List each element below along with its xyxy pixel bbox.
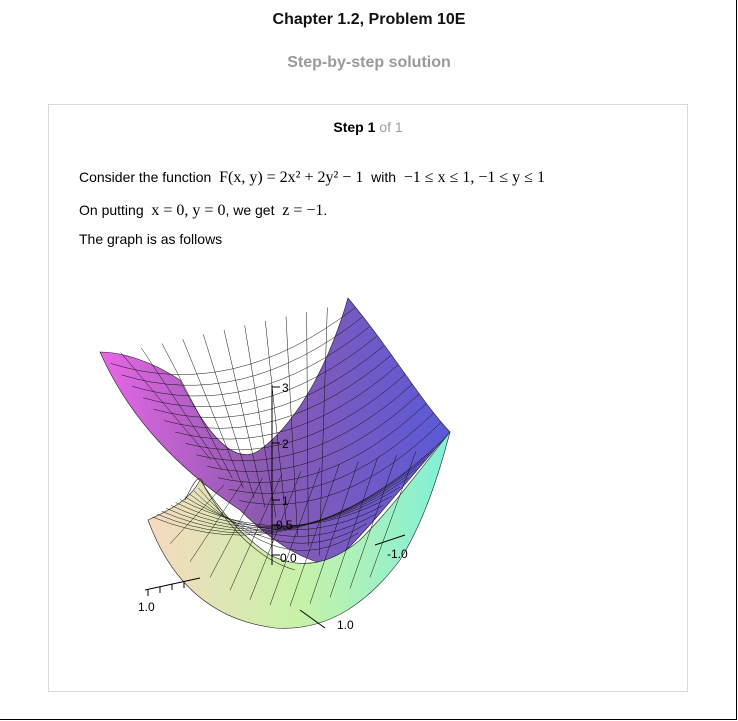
z-tick-2: 2 [282, 437, 289, 451]
mesh-line [306, 311, 309, 546]
mesh-line [223, 329, 266, 508]
mesh-line [349, 454, 397, 589]
mesh-line [285, 316, 298, 537]
function-line: Consider the function F(x, y) = 2x² + 2y… [79, 169, 545, 187]
y-axis-right [374, 534, 406, 546]
mesh-line [179, 495, 392, 527]
z-tick-1: 1 [282, 494, 289, 508]
surface-front-edge [184, 478, 296, 571]
mesh-line [369, 451, 417, 578]
domain-formula: −1 ≤ x ≤ 1, −1 ≤ y ≤ 1 [403, 169, 545, 186]
surface-back [99, 297, 451, 566]
mesh-line [318, 307, 328, 556]
mesh-line [309, 461, 359, 604]
mesh-line [175, 486, 401, 527]
substitution-intro: On putting [79, 202, 144, 218]
mesh-line [153, 345, 384, 418]
substitution-line: On putting x = 0, y = 0, we get z = −1. [79, 202, 327, 220]
mesh-line [152, 440, 442, 536]
y-axis-bottom [299, 609, 326, 629]
mesh-line [198, 487, 359, 551]
mesh-line [239, 422, 442, 505]
mesh-line [265, 320, 287, 527]
step-count: of 1 [379, 119, 403, 135]
mesh-line [244, 325, 277, 518]
x-axis-label-bottom: 1.0 [337, 618, 354, 632]
z-tick-3: 3 [282, 381, 289, 395]
mesh-line [169, 484, 225, 545]
mesh-line [193, 490, 367, 544]
page-subtitle: Step-by-step solution [287, 54, 451, 71]
mesh-line [196, 383, 413, 461]
x-axis-ticks [147, 582, 185, 596]
mesh-line [161, 459, 426, 532]
mesh-line [217, 403, 427, 483]
substitution-middle: , we get [225, 202, 275, 218]
mesh-line [289, 464, 340, 607]
substitution-formula: x = 0, y = 0 [151, 202, 226, 219]
mesh-line [229, 474, 282, 591]
mesh-line [141, 347, 222, 470]
surface-front [147, 431, 451, 629]
x-axis-label-left: 1.0 [138, 600, 155, 614]
mesh-line [207, 393, 420, 472]
mesh-line [161, 343, 233, 479]
mesh-line [166, 468, 417, 530]
mesh-line [203, 334, 255, 498]
mesh-line [185, 374, 406, 451]
function-formula: F(x, y) = 2x² + 2y² − 1 [219, 169, 364, 186]
step-number: 1 [367, 119, 376, 135]
z-axis-ticks [272, 386, 280, 556]
mesh-line [174, 364, 399, 440]
substitution-period: . [323, 202, 328, 218]
mesh-line [142, 336, 377, 407]
graph-intro: The graph is as follows [79, 231, 223, 247]
y-axis-label-right: -1.0 [387, 547, 408, 561]
mesh-line [269, 467, 321, 606]
mesh-line [228, 412, 434, 494]
function-intro: Consider the function [79, 169, 212, 185]
mesh-line [132, 326, 370, 397]
mesh-line [189, 493, 376, 537]
step-header: Step 1 of 1 [49, 119, 687, 135]
mesh-line [184, 496, 384, 531]
z-tick-0-0: 0.0 [280, 551, 297, 565]
mesh-line [120, 352, 212, 460]
mesh-line [157, 450, 434, 534]
surface-mesh-front [152, 440, 442, 607]
step-label: Step [333, 119, 364, 135]
z-tick-0-5: 0.5 [276, 518, 293, 532]
mesh-line [189, 481, 244, 562]
mesh-line [121, 316, 363, 386]
mesh-line [182, 338, 244, 489]
solution-card: Step 1 of 1 Consider the function F(x, y… [48, 104, 688, 692]
surface-mesh-back [110, 307, 442, 556]
mesh-line [170, 477, 409, 529]
with-text: with [371, 169, 396, 185]
substitution-result: z = −1 [282, 202, 324, 219]
mesh-line [209, 477, 263, 578]
mesh-line [249, 471, 302, 600]
mesh-line [329, 457, 378, 598]
page-title: Chapter 1.2, Problem 10E [272, 11, 466, 28]
